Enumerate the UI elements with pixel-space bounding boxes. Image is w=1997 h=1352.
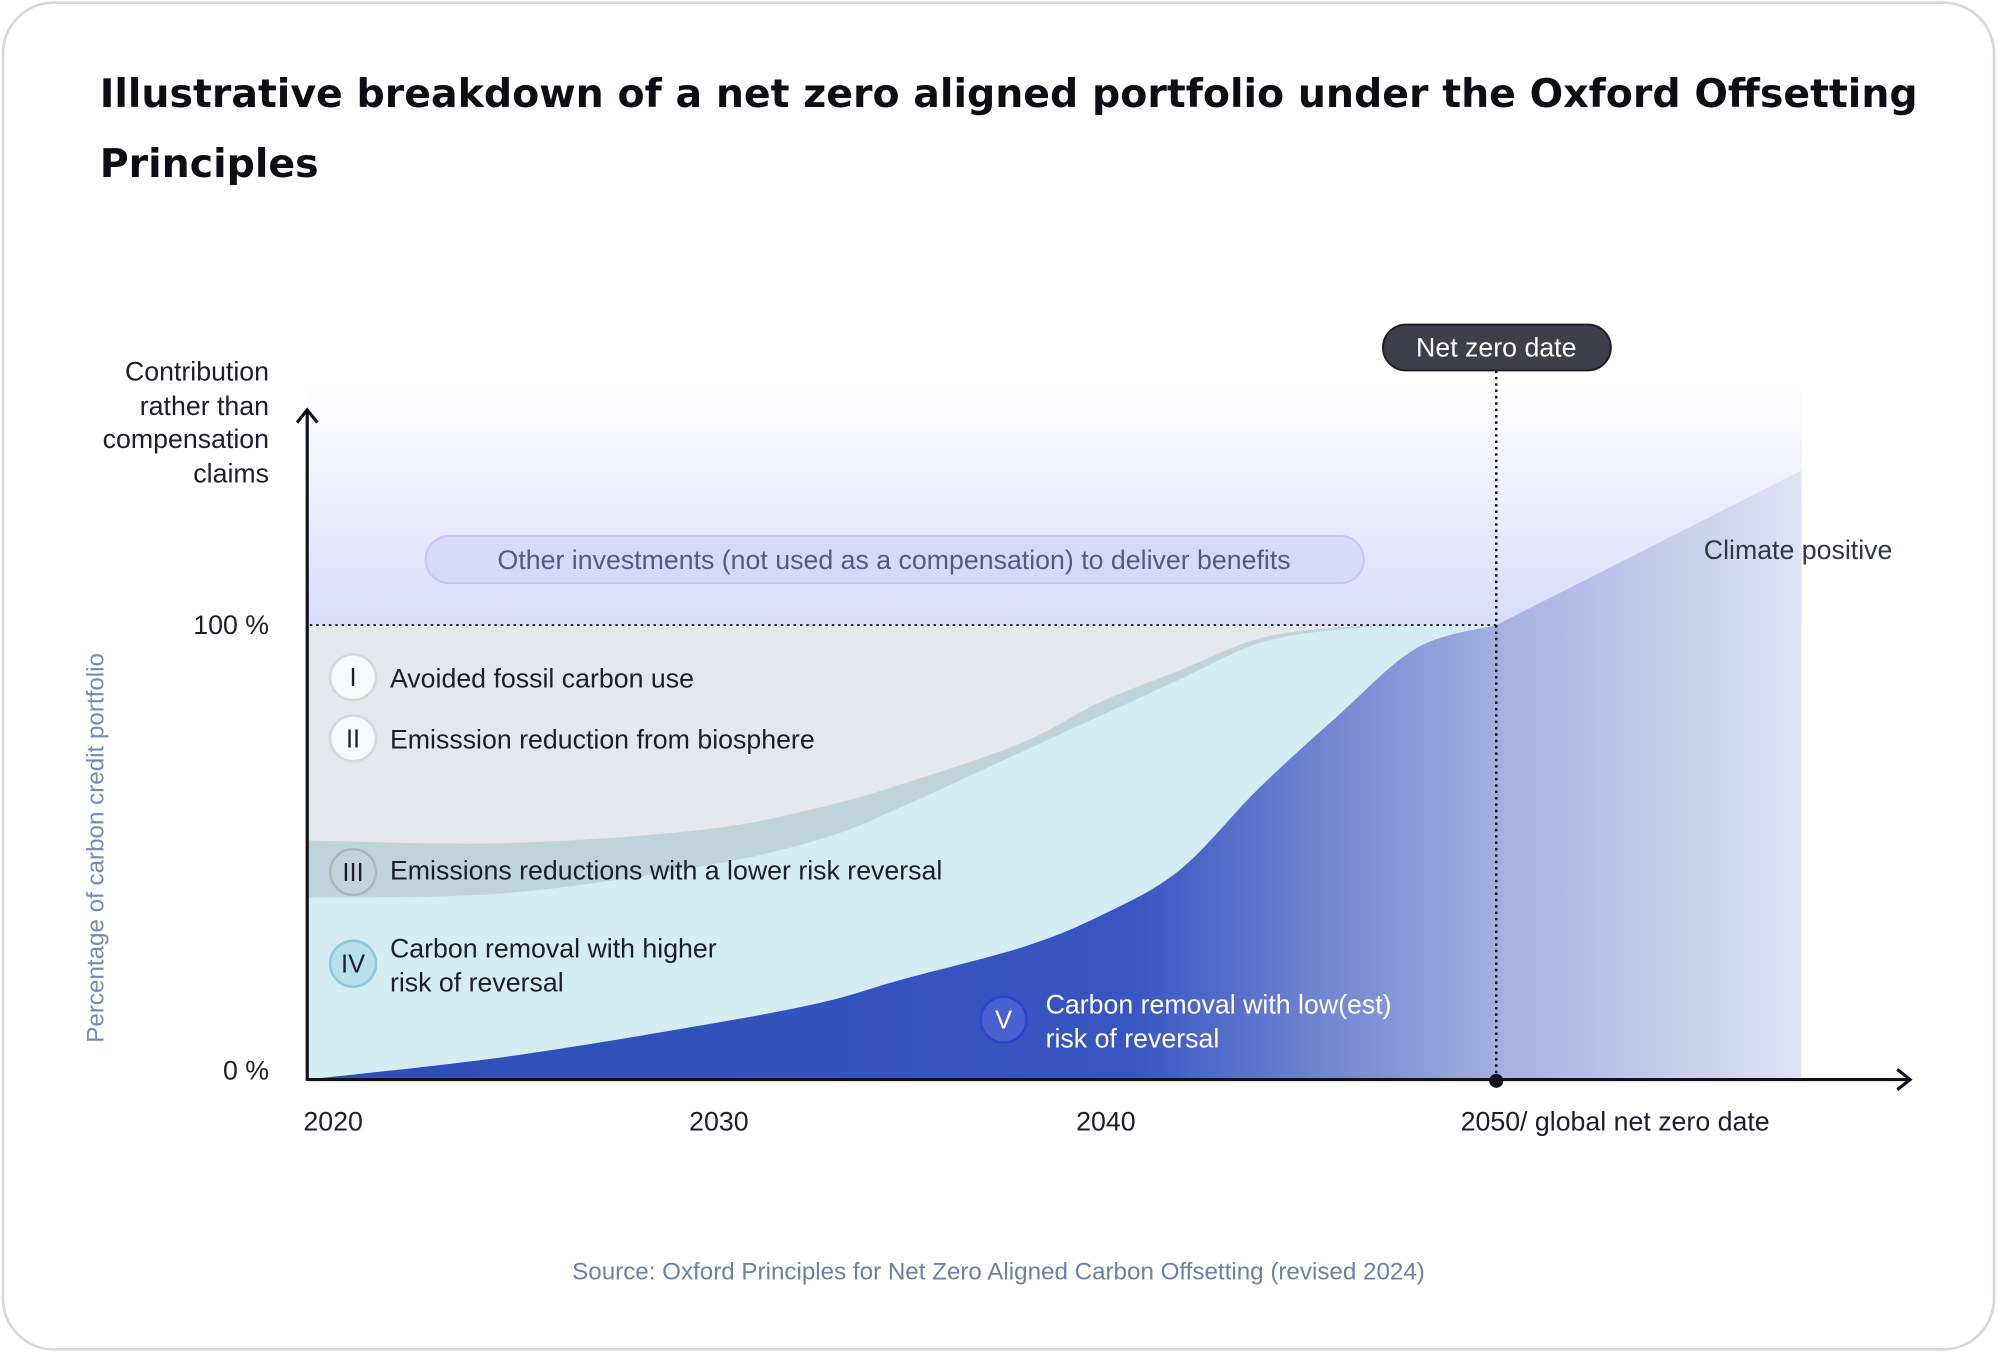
legend-label: Carbon removal with higher (390, 933, 717, 963)
y-top-line: claims (193, 458, 269, 488)
legend-item-III: III Emissions reductions with a lower ri… (328, 847, 942, 897)
x-tick-2020: 2020 (303, 1106, 362, 1136)
legend-label: Carbon removal with low(est) (1046, 989, 1392, 1019)
x-tick-2040: 2040 (1076, 1106, 1135, 1136)
legend-item-II: II Emisssion reduction from biosphere (328, 714, 815, 763)
legend-numeral: IV (341, 951, 365, 979)
y-tick-100: 100 % (193, 610, 269, 640)
chart-title-line2: Principles (100, 141, 319, 187)
source-note: Source: Oxford Principles for Net Zero A… (572, 1258, 1425, 1285)
legend-numeral: V (995, 1007, 1012, 1035)
y-top-line: rather than (140, 391, 269, 421)
legend-item-IV: IV Carbon removal with higher risk of re… (328, 933, 717, 998)
y-axis-top-label: Contribution rather than compensation cl… (103, 357, 269, 489)
legend-numeral: III (342, 859, 363, 887)
y-axis-arrow-icon (295, 407, 319, 424)
legend-numeral: II (346, 725, 360, 753)
x-tick-2030: 2030 (689, 1106, 748, 1136)
other-investments-label: Other investments (not used as a compens… (424, 535, 1365, 585)
net-zero-dot (1489, 1073, 1504, 1088)
y-top-line: Contribution (125, 357, 269, 387)
legend-label: risk of reversal (1046, 1024, 1220, 1054)
x-axis-arrow-icon (1896, 1068, 1913, 1091)
net-zero-text: Net zero date (1416, 332, 1576, 362)
other-investments-text: Other investments (not used as a compens… (498, 545, 1291, 575)
climate-positive-label: Climate positive (1704, 535, 1893, 565)
y-top-line: compensation (103, 424, 269, 454)
y-axis-label: Percentage of carbon credit portfolio (83, 653, 110, 1043)
legend-item-I: I Avoided fossil carbon use (328, 653, 694, 702)
legend-item-V: V Carbon removal with low(est) risk of r… (979, 989, 1392, 1054)
legend-label: Emissions reductions with a lower risk r… (390, 856, 942, 886)
y-tick-0: 0 % (223, 1056, 269, 1086)
area-low-risk-removal (307, 470, 1802, 1080)
net-zero-label: Net zero date (1382, 323, 1612, 372)
legend-label: Emisssion reduction from biosphere (390, 725, 815, 755)
legend-label: risk of reversal (390, 968, 564, 998)
legend-label: Avoided fossil carbon use (390, 663, 694, 693)
area-layers (307, 470, 1802, 1080)
chart-title-line1: Illustrative breakdown of a net zero ali… (100, 71, 1918, 117)
x-tick-2050: 2050/ global net zero date (1461, 1106, 1770, 1136)
legend-numeral: I (350, 664, 357, 692)
